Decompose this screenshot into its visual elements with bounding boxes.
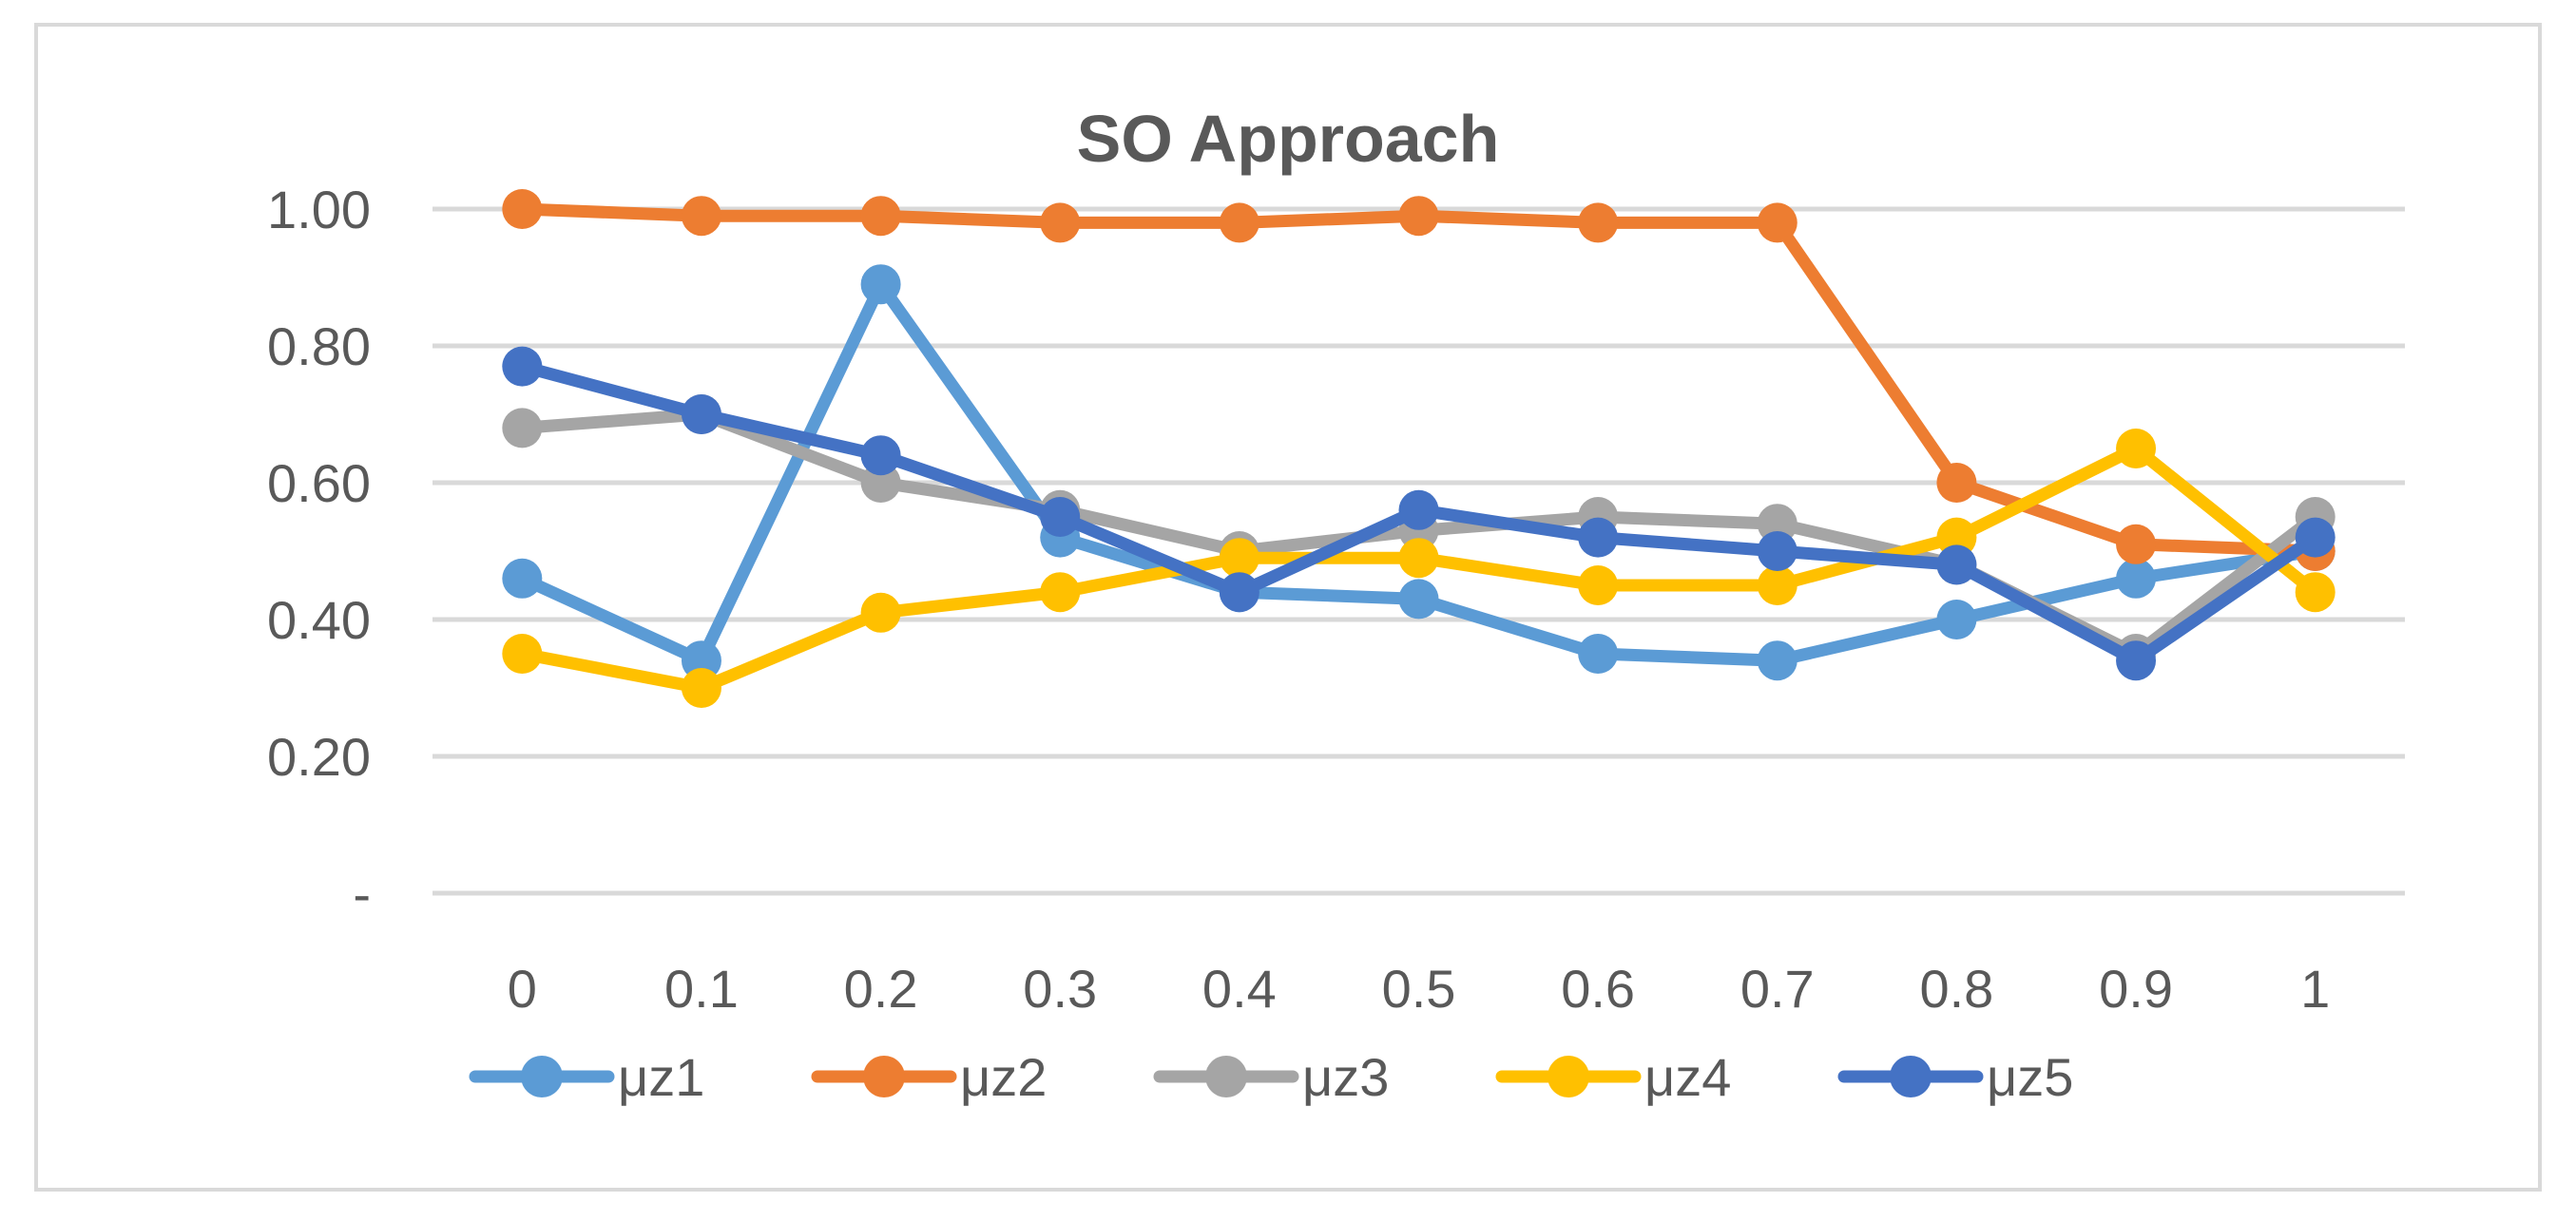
legend-marker <box>1205 1056 1247 1097</box>
legend-marker <box>521 1056 563 1097</box>
x-axis-ticks: 0 0.1 0.2 0.3 0.4 0.5 0.6 0.7 0.8 0.9 1 <box>508 959 2331 1019</box>
data-point <box>1578 202 1619 243</box>
data-point <box>681 196 721 237</box>
data-point <box>1757 531 1797 571</box>
legend-item-4: μz4 <box>1495 1047 1731 1107</box>
data-point <box>1398 196 1439 237</box>
data-point <box>1757 565 1797 605</box>
data-point <box>681 668 721 708</box>
y-tick-label: 0.60 <box>267 453 371 513</box>
y-tick-label: - <box>353 864 371 924</box>
data-point <box>2116 524 2157 564</box>
data-point <box>1936 517 1977 558</box>
data-point <box>860 592 901 633</box>
data-point <box>2116 640 2157 681</box>
x-tick-label: 0.5 <box>1382 959 1456 1019</box>
data-point <box>681 394 721 434</box>
x-tick-label: 0.2 <box>844 959 918 1019</box>
data-point <box>860 435 901 476</box>
data-point <box>1398 538 1439 579</box>
x-tick-label: 0 <box>508 959 537 1019</box>
data-point <box>860 264 901 305</box>
x-tick-label: 1 <box>2300 959 2330 1019</box>
legend-marker <box>1548 1056 1589 1097</box>
legend-label: μz3 <box>1302 1047 1389 1107</box>
data-point <box>1757 202 1797 243</box>
data-point <box>860 463 901 503</box>
data-point <box>1757 504 1797 544</box>
chart-title: SO Approach <box>1077 102 1500 176</box>
x-tick-label: 0.8 <box>1919 959 1993 1019</box>
data-point <box>1578 565 1619 605</box>
legend-label: μz5 <box>1987 1047 2073 1107</box>
y-tick-label: 0.40 <box>267 590 371 650</box>
data-point <box>1757 640 1797 681</box>
data-point <box>2295 572 2336 613</box>
data-point <box>1398 579 1439 620</box>
x-tick-label: 0.7 <box>1740 959 1815 1019</box>
data-point <box>2116 429 2157 468</box>
data-point <box>1936 463 1977 503</box>
data-point <box>681 640 721 681</box>
x-tick-label: 0.1 <box>664 959 739 1019</box>
data-point <box>502 408 543 448</box>
legend-marker <box>863 1056 905 1097</box>
y-tick-label: 1.00 <box>267 180 371 239</box>
data-point <box>502 634 543 674</box>
data-point <box>2116 558 2157 599</box>
data-point <box>502 558 543 599</box>
y-axis-ticks: - 0.20 0.40 0.60 0.80 1.00 <box>267 180 371 924</box>
x-tick-label: 0.9 <box>2099 959 2173 1019</box>
series-5 <box>502 346 2336 681</box>
data-point <box>1040 572 1081 613</box>
data-point <box>1578 517 1619 558</box>
data-point <box>502 346 543 387</box>
x-tick-label: 0.3 <box>1023 959 1097 1019</box>
data-point <box>1398 489 1439 530</box>
data-point <box>1219 538 1259 579</box>
data-point <box>860 196 901 237</box>
legend-item-5: μz5 <box>1837 1047 2073 1107</box>
series-layer <box>502 189 2336 708</box>
data-point <box>1040 497 1081 537</box>
y-tick-label: 0.20 <box>267 727 371 787</box>
legend-item-1: μz1 <box>469 1047 704 1107</box>
legend-label: μz1 <box>618 1047 704 1107</box>
legend: μz1 μz2 μz3 μz4 μz5 <box>469 1047 2073 1107</box>
data-point <box>1219 202 1259 243</box>
data-point <box>502 189 543 229</box>
data-point <box>1936 600 1977 639</box>
x-tick-label: 0.4 <box>1202 959 1277 1019</box>
legend-item-3: μz3 <box>1153 1047 1389 1107</box>
legend-marker <box>1890 1056 1932 1097</box>
series-4 <box>502 429 2336 708</box>
legend-label: μz2 <box>960 1047 1047 1107</box>
y-tick-label: 0.80 <box>267 316 371 376</box>
data-point <box>1040 202 1081 243</box>
data-point <box>1578 634 1619 674</box>
legend-label: μz4 <box>1644 1047 1731 1107</box>
data-point <box>1219 572 1259 613</box>
data-point <box>2295 517 2336 558</box>
data-point <box>1936 544 1977 585</box>
legend-item-2: μz2 <box>811 1047 1047 1107</box>
x-tick-label: 0.6 <box>1561 959 1635 1019</box>
